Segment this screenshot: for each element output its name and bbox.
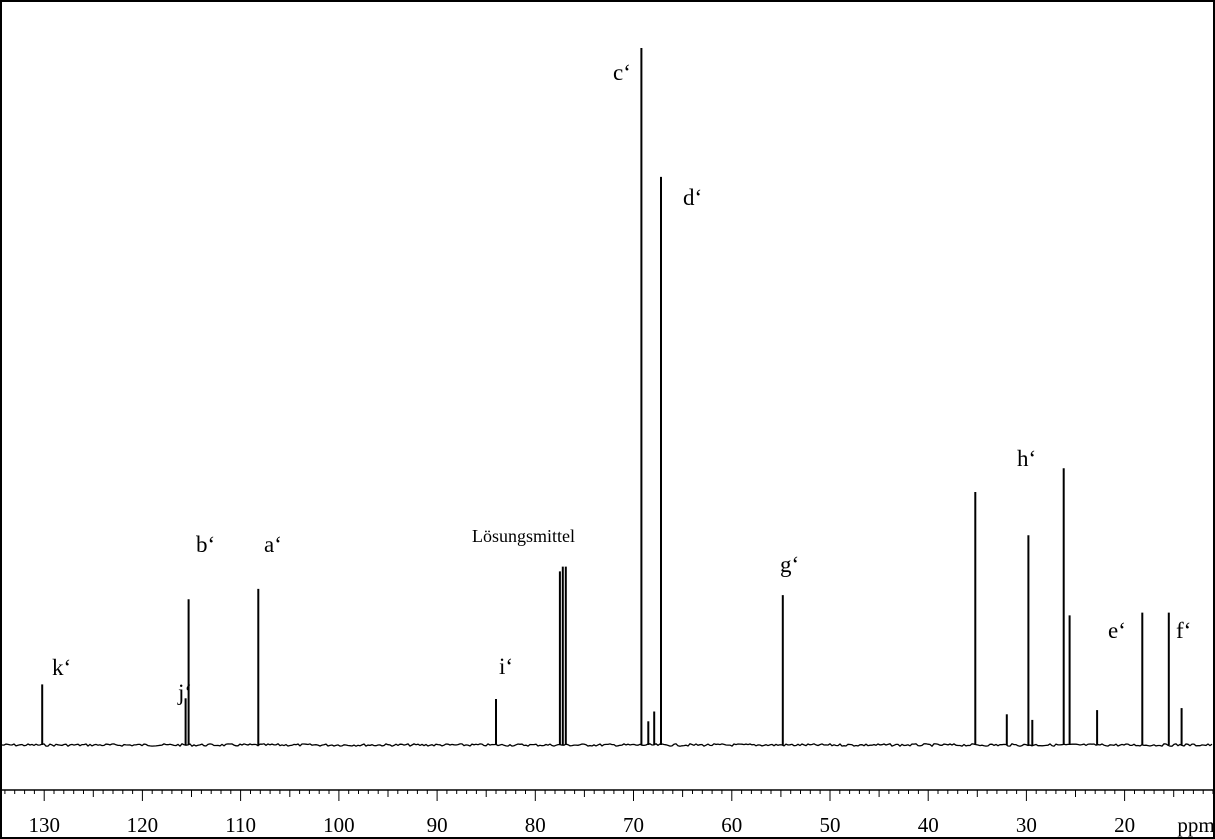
peak-annotation-2: b‘ bbox=[196, 532, 215, 557]
x-tick-label-20: 20 bbox=[1114, 813, 1135, 837]
peak-annotation-6: c‘ bbox=[613, 60, 631, 85]
peak-annotation-9: h‘ bbox=[1017, 446, 1036, 471]
peak-annotation-3: a‘ bbox=[264, 532, 282, 557]
x-tick-label-120: 120 bbox=[127, 813, 159, 837]
peak-annotation-0: k‘ bbox=[52, 655, 71, 680]
peak-annotation-5: i‘ bbox=[499, 654, 513, 679]
x-tick-label-50: 50 bbox=[820, 813, 841, 837]
peak-annotation-10: e‘ bbox=[1108, 618, 1126, 643]
x-tick-label-30: 30 bbox=[1016, 813, 1037, 837]
peak-annotation-1: j‘ bbox=[177, 680, 192, 705]
peak-annotation-7: d‘ bbox=[683, 185, 702, 210]
x-tick-label-70: 70 bbox=[623, 813, 644, 837]
spectrum-baseline bbox=[1, 742, 1213, 748]
x-axis-tick-labels: 130 120 110 100 90 80 70 60 50 40 30 20 bbox=[28, 813, 1135, 837]
peak-annotation-8: g‘ bbox=[780, 552, 799, 577]
peak-lines bbox=[41, 48, 1183, 745]
x-tick-label-100: 100 bbox=[323, 813, 355, 837]
x-tick-label-130: 130 bbox=[28, 813, 60, 837]
x-tick-label-40: 40 bbox=[918, 813, 939, 837]
x-axis-unit-label: ppm bbox=[1177, 813, 1214, 837]
x-tick-label-110: 110 bbox=[225, 813, 256, 837]
x-axis-ticks bbox=[4, 790, 1214, 801]
peak-annotations: k‘ j‘ b‘ a‘ Lösungsmittel i‘ c‘ d‘ g‘ h‘ e‘ f‘ bbox=[52, 60, 1191, 705]
x-tick-label-90: 90 bbox=[427, 813, 448, 837]
peak-annotation-11: f‘ bbox=[1176, 618, 1191, 643]
x-tick-label-60: 60 bbox=[721, 813, 742, 837]
solvent-annotation: Lösungsmittel bbox=[472, 526, 575, 546]
x-tick-label-80: 80 bbox=[525, 813, 546, 837]
